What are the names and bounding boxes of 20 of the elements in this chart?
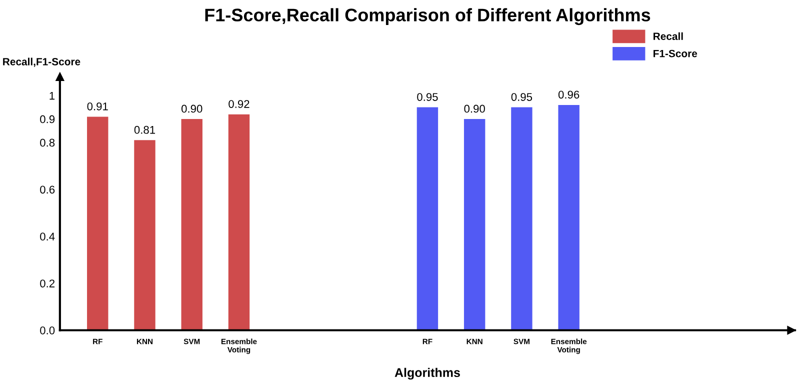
data-label: 0.95: [511, 93, 532, 101]
legend-label: Recall: [654, 32, 683, 40]
data-label: 0.95: [417, 93, 438, 101]
y-tick-label: 0.6: [40, 186, 55, 194]
y-tick-label: 1: [50, 92, 55, 100]
data-label: 0.96: [558, 90, 580, 99]
chart-title: F1-Score,Recall Comparison of Different Algorithms: [205, 8, 650, 26]
data-label: 0.90: [464, 104, 485, 113]
data-label: 0.91: [87, 102, 108, 110]
data-label: 0.81: [134, 126, 156, 134]
data-label: 0.92: [228, 100, 250, 108]
y-axis-title: Recall,F1-Score: [3, 58, 80, 67]
legend-label: F1-Score: [654, 50, 698, 58]
y-tick-label: 0.9: [40, 115, 55, 124]
data-label: 0.90: [181, 104, 202, 113]
x-axis-title: Algorithms: [394, 368, 460, 380]
y-tick-label: 0.2: [40, 280, 55, 288]
y-tick-label: 0.4: [40, 232, 55, 241]
y-tick-label: 0.0: [40, 326, 55, 334]
y-tick-label: 0.8: [40, 138, 55, 147]
